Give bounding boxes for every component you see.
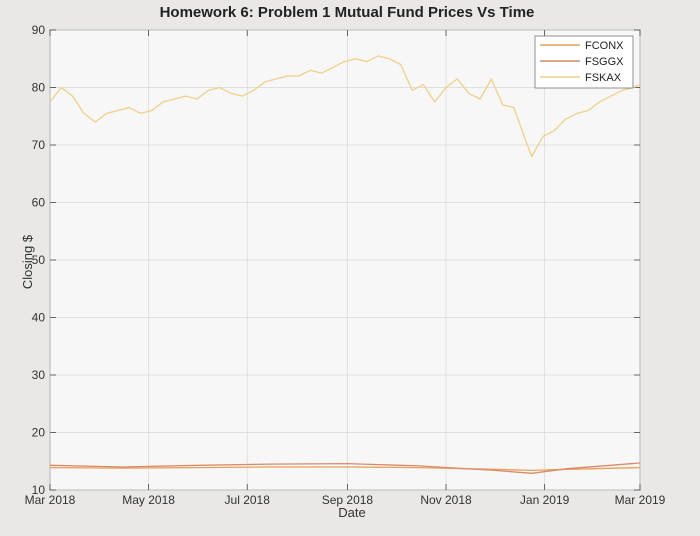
y-tick-label: 40	[32, 311, 46, 325]
x-tick-label: Mar 2019	[615, 493, 666, 507]
legend-label-fsggx: FSGGX	[585, 56, 624, 68]
y-tick-label: 50	[32, 253, 46, 267]
y-tick-label: 20	[32, 426, 46, 440]
x-tick-label: Nov 2018	[420, 493, 472, 507]
x-axis-label: Date	[338, 505, 365, 520]
legend: FCONX FSGGX FSKAX	[534, 35, 634, 89]
y-tick-label: 10	[32, 483, 46, 497]
y-tick-label: 90	[32, 23, 46, 37]
y-axis-label: Closing $	[20, 234, 35, 289]
x-tick-label: Jan 2019	[520, 493, 570, 507]
legend-label-fskax: FSKAX	[585, 72, 622, 84]
series-line-fsggx	[49, 462, 641, 474]
series-line-fskax	[49, 55, 641, 158]
x-tick-label: Sep 2018	[322, 493, 374, 507]
y-tick-label: 60	[32, 196, 46, 210]
series-line-fconx	[49, 466, 641, 472]
legend-label-fconx: FCONX	[585, 40, 624, 52]
y-tick-label: 80	[32, 81, 46, 95]
x-tick-label: Jul 2018	[225, 493, 271, 507]
y-tick-label: 70	[32, 138, 46, 152]
chart-title: Homework 6: Problem 1 Mutual Fund Prices…	[160, 4, 535, 21]
x-tick-label: May 2018	[122, 493, 175, 507]
y-tick-label: 30	[32, 368, 46, 382]
x-tick-label: Mar 2018	[25, 493, 76, 507]
series-layer	[49, 55, 641, 474]
tick-layer: Mar 2018 May 2018 Jul 2018 Sep 2018 Nov 2018…	[25, 23, 666, 507]
